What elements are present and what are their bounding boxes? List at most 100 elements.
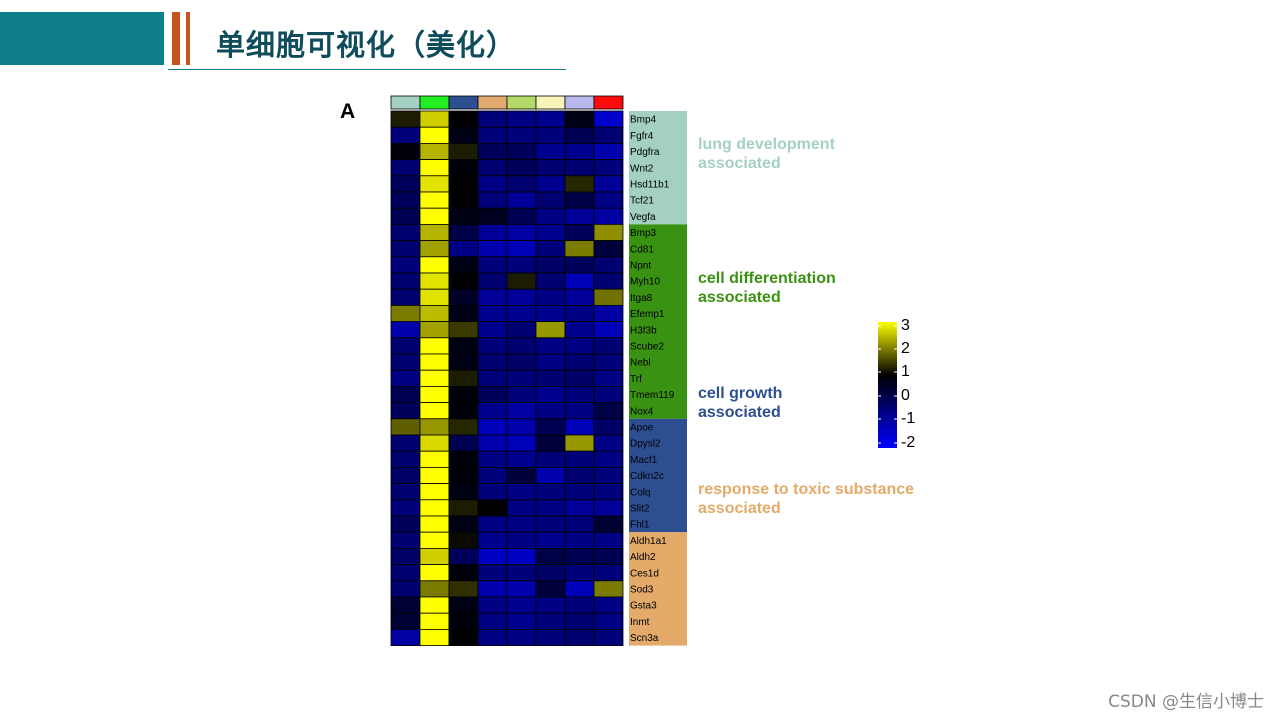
heatmap-cell [535, 110, 566, 128]
heatmap-cell [419, 612, 450, 630]
heatmap-cell [419, 110, 450, 128]
column-annotation-cell [390, 95, 421, 110]
heatmap-cell [535, 450, 566, 468]
heatmap-cell [564, 596, 595, 614]
group-label-line: associated [698, 289, 781, 306]
heatmap-cell [593, 110, 624, 128]
heatmap-cell [477, 580, 508, 598]
heatmap-cell [419, 402, 450, 420]
heatmap-cell [564, 369, 595, 387]
heatmap-cell [448, 548, 479, 566]
heatmap-cell [593, 159, 624, 177]
heatmap-cell [419, 126, 450, 144]
heatmap-cell [390, 223, 421, 241]
heatmap-cell [390, 126, 421, 144]
heatmap-cell [390, 191, 421, 209]
heatmap-cell [564, 126, 595, 144]
heatmap-cell [477, 418, 508, 436]
heatmap-cell [448, 159, 479, 177]
heatmap-cell [506, 369, 537, 387]
heatmap-cell [506, 126, 537, 144]
heatmap-cell [448, 223, 479, 241]
heatmap-cell [506, 499, 537, 517]
heatmap-cell [506, 110, 537, 128]
group-label-line: cell growth [698, 385, 783, 402]
heatmap-cell [564, 531, 595, 549]
heatmap-cell [506, 596, 537, 614]
heatmap-cell [477, 142, 508, 160]
heatmap-cell [448, 466, 479, 484]
heatmap-cell [535, 564, 566, 582]
heatmap-cell [535, 288, 566, 306]
heatmap-cell [506, 288, 537, 306]
heatmap-cell [419, 483, 450, 501]
heatmap-cell [535, 207, 566, 225]
group-label-line: response to toxic substance [698, 481, 915, 498]
heatmap-cell [448, 434, 479, 452]
heatmap-cell [564, 580, 595, 598]
heatmap-cell [506, 240, 537, 258]
heatmap-cell [535, 548, 566, 566]
column-annotation-cell [419, 95, 450, 110]
gene-label: Nox4 [630, 406, 654, 417]
heatmap-cell [564, 515, 595, 533]
heatmap-cell [593, 142, 624, 160]
heatmap-cell [535, 321, 566, 339]
heatmap-cell [506, 483, 537, 501]
heatmap-cell [535, 175, 566, 193]
heatmap-cell [390, 110, 421, 128]
heatmap-cell [390, 385, 421, 403]
heatmap-cell [448, 385, 479, 403]
group-label-line: associated [698, 155, 781, 172]
gene-label: Tmem119 [630, 390, 675, 401]
gene-label: Colq [630, 487, 651, 498]
heatmap-cell [419, 207, 450, 225]
column-annotation-cell [535, 95, 566, 110]
heatmap-cell [564, 612, 595, 630]
heatmap-cell [564, 483, 595, 501]
watermark: CSDN @生信小博士 [1108, 692, 1264, 712]
heatmap-cell [390, 142, 421, 160]
heatmap-cell [535, 580, 566, 598]
heatmap-cell [477, 353, 508, 371]
heatmap-cell [506, 304, 537, 322]
heatmap-cell [448, 191, 479, 209]
gene-label: Inmt [630, 617, 650, 628]
gene-label: Apoe [630, 422, 654, 433]
heatmap-cell [593, 321, 624, 339]
legend-colorbar [878, 322, 897, 448]
legend-tick-label: -2 [901, 434, 916, 451]
heatmap-cell [448, 612, 479, 630]
gene-label: Cdkn2c [630, 471, 664, 482]
heatmap-cell [448, 142, 479, 160]
heatmap-cell [593, 304, 624, 322]
heatmap-cell [593, 466, 624, 484]
heatmap-cell [448, 564, 479, 582]
gene-label: Hsd11b1 [630, 179, 670, 190]
gene-label: Wnt2 [630, 163, 654, 174]
heatmap-cell [477, 223, 508, 241]
heatmap-cell [535, 499, 566, 517]
heatmap-cell [448, 288, 479, 306]
heatmap-cell [448, 629, 479, 647]
heatmap-cell [390, 580, 421, 598]
heatmap-cell [564, 548, 595, 566]
heatmap-cell [477, 434, 508, 452]
heatmap-cell [419, 548, 450, 566]
gene-label: Dpysl2 [630, 439, 661, 450]
heatmap-cell [564, 159, 595, 177]
heatmap-cell [390, 450, 421, 468]
heatmap-cell [564, 466, 595, 484]
heatmap-cell [419, 499, 450, 517]
heatmap-cell [535, 159, 566, 177]
heatmap-cell [477, 110, 508, 128]
group-label-line: associated [698, 500, 781, 517]
heatmap-cell [506, 629, 537, 647]
heatmap-cell [477, 304, 508, 322]
heatmap-cell [506, 434, 537, 452]
heatmap-cell [419, 418, 450, 436]
heatmap-cell [419, 564, 450, 582]
heatmap-cell [390, 240, 421, 258]
heatmap-cell [506, 466, 537, 484]
heatmap-cell [564, 240, 595, 258]
